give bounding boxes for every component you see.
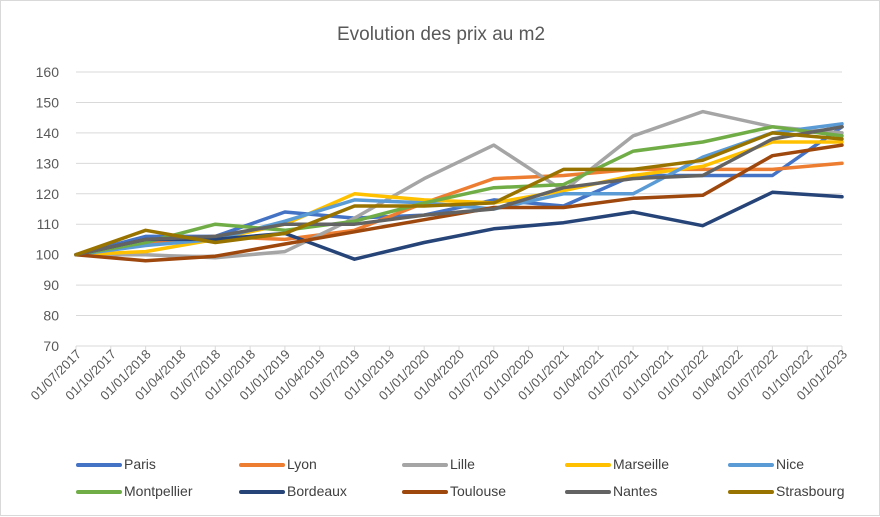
legend-label: Toulouse bbox=[450, 483, 507, 499]
series-line-nantes bbox=[74, 125, 844, 257]
x-axis-ticks: 01/07/201701/10/201701/01/201801/04/2018… bbox=[27, 346, 850, 403]
y-tick-label: 90 bbox=[43, 277, 59, 293]
legend-swatch bbox=[239, 490, 285, 494]
legend-item-toulouse: Toulouse bbox=[402, 482, 562, 502]
y-tick-label: 100 bbox=[36, 247, 60, 263]
legend-label: Lyon bbox=[287, 456, 317, 472]
legend-item-paris: Paris bbox=[76, 455, 236, 475]
y-axis-ticks: 160 150 140 130 120 110 100 90 80 70 bbox=[36, 64, 60, 354]
legend-item-marseille: Marseille bbox=[565, 455, 725, 475]
legend-swatch bbox=[76, 463, 122, 467]
legend-item-lyon: Lyon bbox=[239, 455, 399, 475]
legend-swatch bbox=[402, 463, 448, 467]
legend-swatch bbox=[239, 463, 285, 467]
legend-item-nice: Nice bbox=[728, 455, 880, 475]
legend-item-nantes: Nantes bbox=[565, 482, 725, 502]
legend-swatch bbox=[76, 490, 122, 494]
series-line-montpellier bbox=[74, 125, 844, 257]
legend-swatch bbox=[402, 490, 448, 494]
legend-label: Marseille bbox=[613, 456, 670, 472]
legend-item-strasbourg: Strasbourg bbox=[728, 482, 880, 502]
legend-label: Bordeaux bbox=[287, 483, 347, 499]
legend-swatch bbox=[728, 490, 774, 494]
y-tick-label: 70 bbox=[43, 338, 59, 354]
legend-swatch bbox=[728, 463, 774, 467]
legend-item-lille: Lille bbox=[402, 455, 562, 475]
legend-label: Montpellier bbox=[124, 483, 193, 499]
legend-label: Nantes bbox=[613, 483, 658, 499]
legend-label: Nice bbox=[776, 456, 805, 472]
legend-label: Strasbourg bbox=[776, 483, 845, 499]
y-tick-label: 110 bbox=[37, 216, 60, 232]
legend-label: Paris bbox=[124, 456, 156, 472]
legend-swatch bbox=[565, 490, 611, 494]
y-tick-label: 160 bbox=[36, 64, 60, 80]
y-tick-label: 80 bbox=[43, 308, 59, 324]
y-tick-label: 150 bbox=[36, 94, 60, 110]
chart-title: Evolution des prix au m2 bbox=[337, 24, 545, 45]
legend-item-montpellier: Montpellier bbox=[76, 482, 236, 502]
y-tick-label: 120 bbox=[36, 186, 60, 202]
y-tick-label: 140 bbox=[36, 125, 60, 141]
legend-label: Lille bbox=[450, 456, 475, 472]
series-lines bbox=[74, 109, 844, 263]
y-tick-label: 130 bbox=[36, 155, 60, 171]
series-line-strasbourg bbox=[74, 131, 844, 257]
legend-swatch bbox=[565, 463, 611, 467]
legend-item-bordeaux: Bordeaux bbox=[239, 482, 399, 502]
